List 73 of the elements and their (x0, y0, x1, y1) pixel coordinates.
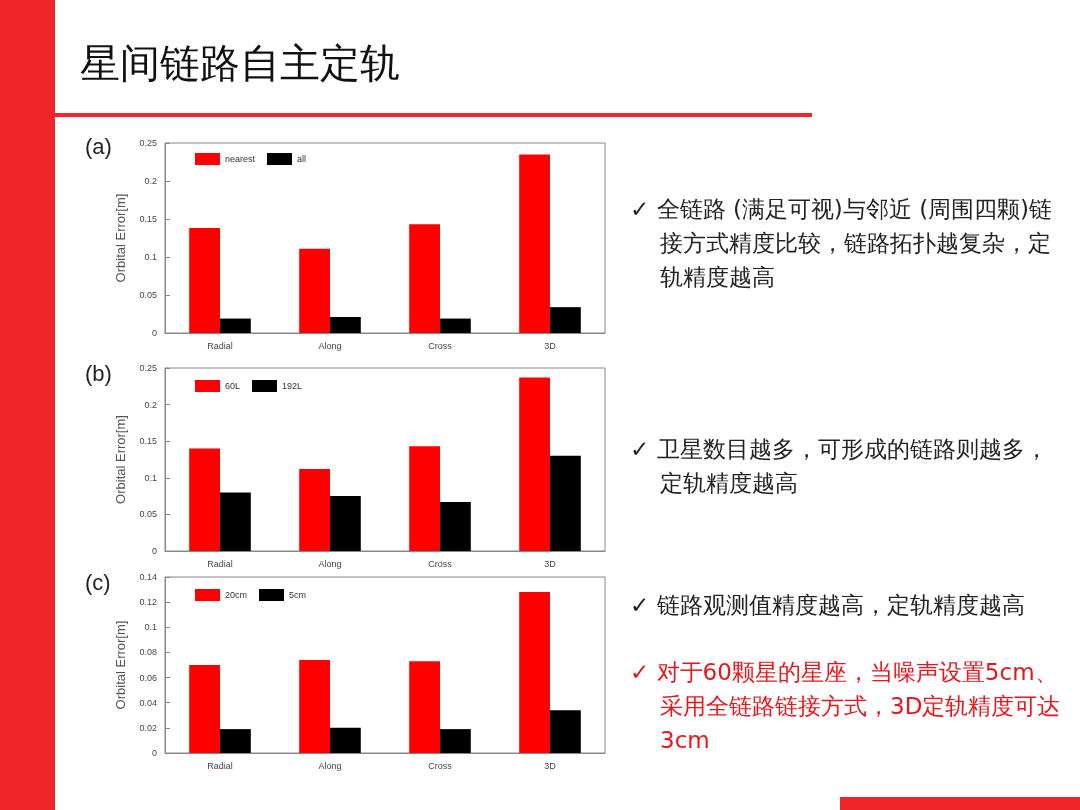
y-tick-label: 0.06 (139, 672, 157, 683)
text: ✓ 链路观测值精度越高，定轨精度越高 (630, 591, 1026, 620)
bar (189, 665, 220, 753)
bar (550, 710, 581, 753)
x-tick-label: Cross (428, 340, 453, 351)
x-tick-label: Radial (207, 558, 233, 569)
bar (519, 377, 550, 551)
bar (330, 727, 361, 753)
text: ✓ 全链路 (满足可视)与邻近 (周围四颗)链接方式精度比较，链路拓扑越复杂，定轨精度越高 (630, 195, 1054, 292)
legend-label: 20cm (225, 590, 248, 600)
x-tick-label: Along (318, 558, 342, 569)
x-tick-label: Radial (207, 340, 233, 351)
x-tick-label: Along (318, 760, 342, 771)
y-axis-title: Orbital Error[m] (113, 193, 128, 283)
y-tick-label: 0.05 (139, 509, 157, 520)
legend-label: nearest (225, 154, 256, 164)
bar (519, 592, 550, 753)
legend-label: all (297, 154, 307, 164)
y-tick-label: 0.1 (144, 472, 157, 483)
bar (440, 318, 471, 333)
x-tick-label: Along (318, 340, 342, 351)
y-tick-label: 0.1 (144, 622, 157, 633)
chart-title: (b) (85, 360, 112, 386)
legend-label: 5cm (289, 590, 307, 600)
legend-label: 60L (225, 381, 241, 391)
y-tick-label: 0.04 (139, 697, 157, 708)
y-tick-label: 0.08 (139, 647, 157, 658)
bar (550, 307, 581, 333)
y-tick-label: 0.25 (139, 363, 157, 373)
bar (220, 492, 251, 551)
bar (409, 661, 440, 753)
bar (440, 729, 471, 753)
bar (189, 228, 220, 333)
x-tick-label: Cross (428, 760, 453, 771)
y-tick-label: 0 (151, 328, 157, 338)
bar (189, 448, 220, 551)
x-tick-label: 3D (544, 760, 557, 771)
y-tick-label: 0 (151, 748, 157, 758)
bar (440, 501, 471, 551)
y-tick-label: 0.12 (139, 597, 157, 608)
y-tick-label: 0.05 (139, 290, 157, 300)
y-tick-label: 0.15 (139, 214, 157, 224)
y-tick-label: 0.02 (139, 722, 157, 733)
bar (299, 248, 330, 333)
bar (220, 318, 251, 333)
bar (330, 496, 361, 551)
x-tick-label: 3D (544, 558, 557, 569)
bar (299, 659, 330, 753)
x-tick-label: 3D (544, 340, 557, 351)
text: ✓ 卫星数目越多，可形成的链路则越多，定轨精度越高 (630, 435, 1049, 498)
y-tick-label: 0.14 (139, 572, 157, 582)
chart-title: (c) (85, 569, 111, 595)
bar (550, 455, 581, 551)
text: ✓ 对于60颗星的星座，当噪声设置5cm、采用全链路链接方式，3D定轨精度可达3cm (630, 658, 1062, 755)
y-axis-title: Orbital Error[m] (113, 620, 128, 710)
y-tick-label: 0.2 (144, 399, 157, 410)
y-tick-label: 0.25 (139, 138, 157, 148)
text: 星间链路自主定轨 (80, 39, 400, 88)
chart-title: (a) (85, 133, 112, 159)
bar (330, 317, 361, 333)
x-tick-label: Cross (428, 558, 453, 569)
legend-label: 192L (282, 381, 303, 391)
bar (409, 446, 440, 551)
bar (519, 154, 550, 333)
y-tick-label: 0.1 (144, 252, 157, 262)
y-tick-label: 0 (151, 546, 157, 556)
bar (220, 729, 251, 753)
bar (299, 469, 330, 551)
bar (409, 224, 440, 333)
y-tick-label: 0.2 (144, 176, 157, 186)
y-tick-label: 0.15 (139, 436, 157, 447)
x-tick-label: Radial (207, 760, 233, 771)
y-axis-title: Orbital Error[m] (113, 415, 128, 504)
